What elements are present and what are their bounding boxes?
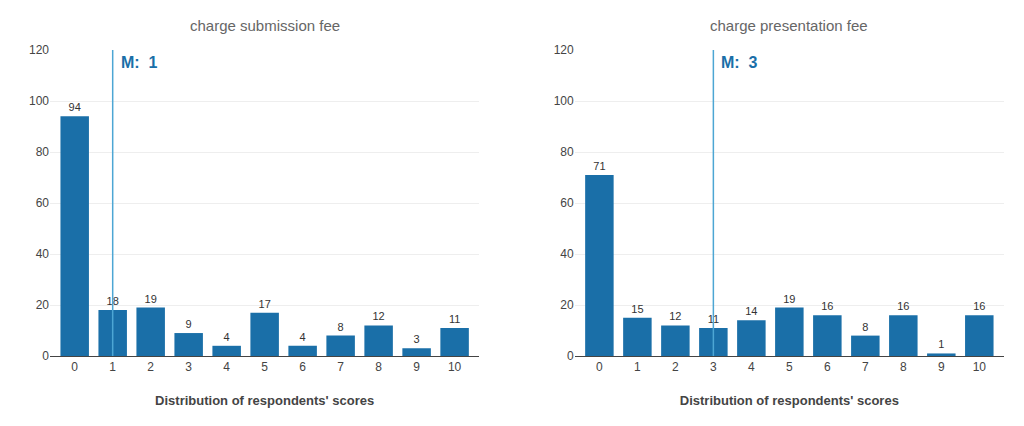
svg-text:0: 0 — [567, 349, 574, 363]
svg-text:40: 40 — [36, 247, 50, 261]
svg-text:charge submission fee: charge submission fee — [190, 17, 340, 34]
svg-text:8: 8 — [862, 321, 868, 333]
svg-text:20: 20 — [560, 298, 574, 312]
svg-text:8: 8 — [338, 321, 344, 333]
svg-text:120: 120 — [554, 43, 574, 57]
svg-text:20: 20 — [36, 298, 50, 312]
svg-text:3: 3 — [414, 333, 420, 345]
svg-text:6: 6 — [299, 360, 306, 374]
svg-text:16: 16 — [897, 300, 909, 312]
svg-text:120: 120 — [29, 43, 49, 57]
svg-text:14: 14 — [745, 305, 757, 317]
svg-text:12: 12 — [373, 310, 385, 322]
svg-text:18: 18 — [107, 295, 119, 307]
svg-text:9: 9 — [413, 360, 420, 374]
svg-text:11: 11 — [449, 313, 460, 325]
svg-text:19: 19 — [145, 293, 157, 305]
svg-text:4: 4 — [748, 360, 755, 374]
svg-text:0: 0 — [596, 360, 603, 374]
svg-text:charge presentation fee: charge presentation fee — [710, 17, 868, 34]
svg-text:5: 5 — [261, 360, 268, 374]
svg-text:40: 40 — [560, 247, 574, 261]
svg-text:60: 60 — [560, 196, 574, 210]
svg-text:Distribution of respondents' s: Distribution of respondents' scores — [680, 393, 899, 408]
svg-text:10: 10 — [973, 360, 987, 374]
svg-text:1: 1 — [634, 360, 641, 374]
svg-text:100: 100 — [29, 94, 49, 108]
svg-text:0: 0 — [42, 349, 49, 363]
svg-text:2: 2 — [672, 360, 679, 374]
svg-text:17: 17 — [259, 298, 271, 310]
svg-text:100: 100 — [554, 94, 574, 108]
svg-text:71: 71 — [593, 160, 605, 172]
svg-text:7: 7 — [862, 360, 869, 374]
svg-text:80: 80 — [560, 145, 574, 159]
svg-text:4: 4 — [300, 331, 306, 343]
svg-text:1: 1 — [938, 338, 944, 350]
svg-text:94: 94 — [69, 101, 81, 113]
svg-text:2: 2 — [147, 360, 154, 374]
svg-text:19: 19 — [783, 293, 795, 305]
svg-text:9: 9 — [186, 318, 192, 330]
svg-text:6: 6 — [824, 360, 831, 374]
svg-text:1: 1 — [109, 360, 116, 374]
svg-text:4: 4 — [224, 331, 230, 343]
svg-text:5: 5 — [786, 360, 793, 374]
svg-text:12: 12 — [669, 310, 681, 322]
svg-text:M: 3: M: 3 — [721, 54, 758, 71]
svg-text:60: 60 — [36, 196, 50, 210]
svg-text:11: 11 — [708, 313, 719, 325]
svg-text:80: 80 — [36, 145, 50, 159]
svg-text:0: 0 — [71, 360, 78, 374]
svg-text:16: 16 — [821, 300, 833, 312]
svg-text:16: 16 — [973, 300, 985, 312]
svg-text:3: 3 — [710, 360, 717, 374]
svg-text:9: 9 — [938, 360, 945, 374]
svg-text:4: 4 — [223, 360, 230, 374]
svg-text:3: 3 — [185, 360, 192, 374]
svg-text:7: 7 — [337, 360, 344, 374]
svg-text:M: 1: M: 1 — [121, 54, 158, 71]
svg-text:15: 15 — [631, 303, 643, 315]
svg-text:8: 8 — [900, 360, 907, 374]
svg-text:10: 10 — [448, 360, 462, 374]
svg-text:8: 8 — [375, 360, 382, 374]
svg-text:Distribution of respondents' s: Distribution of respondents' scores — [155, 393, 374, 408]
